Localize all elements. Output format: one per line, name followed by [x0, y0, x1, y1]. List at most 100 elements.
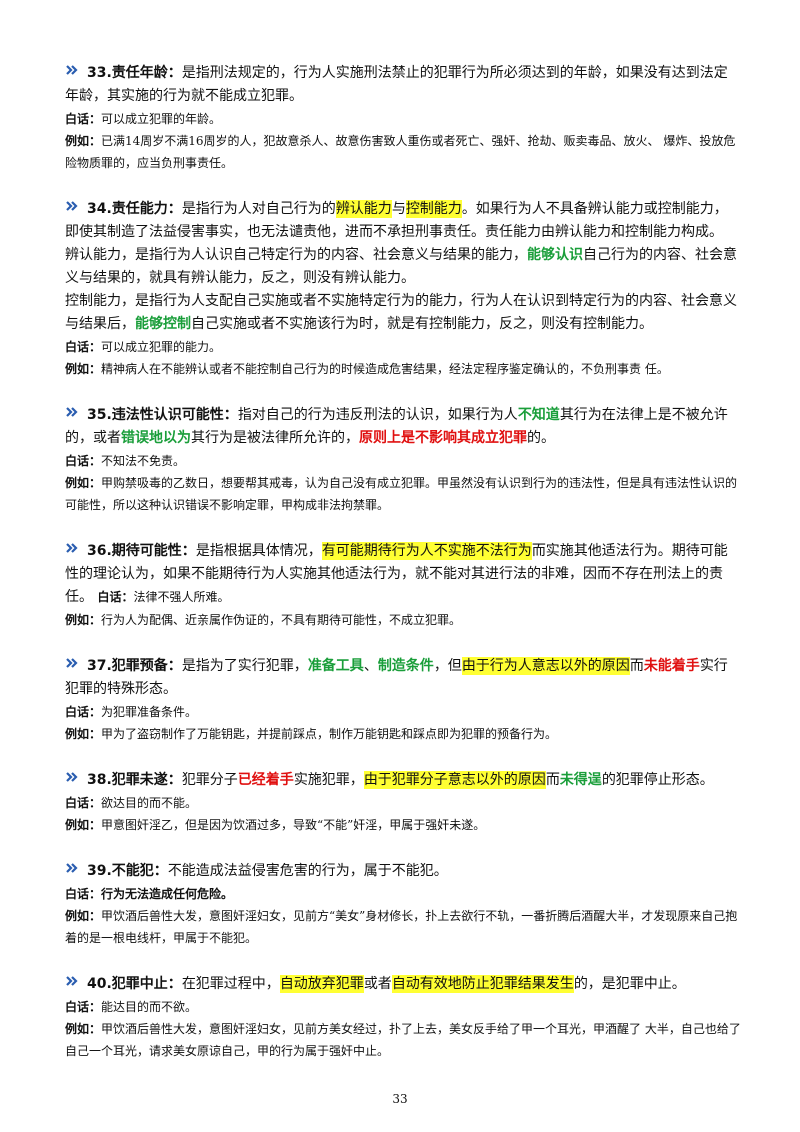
text-run: 例如： [65, 818, 102, 832]
text-run: 白话： [65, 454, 102, 468]
body-paragraph: 38.犯罪未遂：犯罪分子已经着手实施犯罪，由于犯罪分子意志以外的原因而未得逞的犯… [65, 769, 745, 792]
text-run: 甲饮酒后兽性大发，意图奸淫妇女，见前方美女经过，扑了上去，美女反手给了甲一个耳光… [65, 1022, 741, 1058]
text-run: 白话： [65, 887, 102, 901]
text-run: 34.责任能力： [87, 201, 182, 217]
text-run: 。如果行为人不具备辨认能力或控制能力， 即使其制造了法益侵害事实，也无法谴责他，… [65, 201, 728, 240]
text-run: 甲为了盗窃制作了万能钥匙，并提前踩点，制作万能钥匙和踩点即为犯罪的预备行为。 [101, 727, 558, 741]
bullet-icon [66, 863, 78, 873]
body-paragraph: 控制能力，是指行为人支配自己实施或者不实施特定行为的能力，行为人在认识到特定行为… [65, 290, 745, 336]
section: 38.犯罪未遂：犯罪分子已经着手实施犯罪，由于犯罪分子意志以外的原因而未得逞的犯… [65, 769, 745, 836]
text-run: 例如： [65, 727, 102, 741]
text-run: 自己行为的内容、社会意 义与结果的，就具有辨认能力，反之，则没有辨认能力。 [65, 247, 737, 286]
text-run: 自动有效地防止犯罪结果发生 [391, 975, 574, 993]
text-run: 实施犯罪， [293, 772, 364, 788]
text-run: 37.犯罪预备： [87, 658, 182, 674]
text-run: 指对自己的行为违反刑法的认识，如果行为人 [237, 407, 518, 423]
text-run: 在犯罪过程中， [181, 976, 280, 992]
body-paragraph: 34.责任能力：是指行为人对自己行为的辨认能力与控制能力。如果行为人不具备辨认能… [65, 198, 745, 244]
body-paragraph: 36.期待可能性：是指根据具体情况，有可能期待行为人不实施不法行为而实施其他适法… [65, 540, 745, 609]
text-run: 的犯罪停止形态。 [601, 772, 714, 788]
text-run: 白话： [97, 590, 134, 604]
text-run: 、 [363, 658, 378, 674]
note-paragraph: 例如：甲购禁吸毒的乙数日，想要帮其戒毒，认为自己没有成立犯罪。甲虽然没有认识到行… [65, 472, 745, 516]
section: 34.责任能力：是指行为人对自己行为的辨认能力与控制能力。如果行为人不具备辨认能… [65, 198, 745, 380]
text-run: 辨认能力 [335, 200, 392, 218]
text-run: 的，是犯罪中止。 [573, 976, 686, 992]
bullet-icon [66, 543, 78, 553]
body-paragraph: 35.违法性认识可能性：指对自己的行为违反刑法的认识，如果行为人不知道其行为在法… [65, 404, 745, 450]
section: 40.犯罪中止：在犯罪过程中，自动放弃犯罪或者自动有效地防止犯罪结果发生的，是犯… [65, 973, 745, 1062]
text-run: 是指行为人对自己行为的 [181, 201, 336, 217]
note-paragraph: 白话：可以成立犯罪的能力。 [65, 336, 745, 358]
text-run: ，但 [433, 658, 462, 674]
note-paragraph: 例如：已满14周岁不满16周岁的人，犯故意杀人、故意伤害致人重伤或者死亡、强奸、… [65, 130, 745, 174]
text-run: 能够认识 [527, 247, 583, 263]
text-run: 自动放弃犯罪 [279, 975, 364, 993]
text-run: 与 [391, 201, 406, 217]
text-run: 由于行为人意志以外的原因 [461, 657, 630, 675]
text-run: 例如： [65, 476, 102, 490]
body-paragraph: 辨认能力，是指行为人认识自己特定行为的内容、社会意义与结果的能力，能够认识自己行… [65, 244, 745, 290]
text-run: 错误地以为 [121, 430, 191, 446]
text-run: 而实施其他适法行为。期待可能 性的理论认为，如果不能期待行为人实施其他适法行为，… [65, 543, 728, 605]
text-run: 其行为是被法律所允许的， [191, 430, 359, 446]
note-paragraph: 例如：甲意图奸淫乙，但是因为饮酒过多，导致“不能”奸淫，甲属于强奸未遂。 [65, 814, 745, 836]
text-run: 甲意图奸淫乙，但是因为饮酒过多，导致“不能”奸淫，甲属于强奸未遂。 [101, 818, 486, 832]
body-paragraph: 39.不能犯：不能造成法益侵害危害的行为，属于不能犯。 [65, 860, 745, 883]
text-run: 例如： [65, 613, 102, 627]
text-run: 而 [545, 772, 560, 788]
section: 37.犯罪预备：是指为了实行犯罪，准备工具、制造条件，但由于行为人意志以外的原因… [65, 655, 745, 745]
text-run: 自己实施或者不实施该行为时，就是有控制能力，反之，则没有控制能力。 [191, 316, 653, 332]
text-run: 制造条件 [377, 658, 434, 674]
text-run: 为犯罪准备条件。 [101, 705, 198, 719]
text-run: 例如： [65, 1022, 102, 1036]
text-run: 不知道 [517, 407, 560, 423]
bullet-icon [66, 65, 78, 75]
text-run: 甲饮酒后兽性大发，意图奸淫妇女，见前方“美女”身材修长，扑上去欲行不轨，一番折腾… [65, 909, 738, 945]
text-run: 甲购禁吸毒的乙数日，想要帮其戒毒，认为自己没有成立犯罪。甲虽然没有认识到行为的违… [65, 476, 738, 512]
note-paragraph: 例如：行为人为配偶、近亲属作伪证的，不具有期待可能性，不成立犯罪。 [65, 609, 745, 631]
text-run: 原则上是不影响其成立犯罪 [359, 430, 527, 446]
text-run: 犯罪分子 [181, 772, 238, 788]
note-paragraph: 例如：精神病人在不能辨认或者不能控制自己行为的时候造成危害结果，经法定程序鉴定确… [65, 358, 745, 380]
text-run: 例如： [65, 909, 102, 923]
text-run: 有可能期待行为人不实施不法行为 [321, 542, 532, 560]
note-paragraph: 例如：甲为了盗窃制作了万能钥匙，并提前踩点，制作万能钥匙和踩点即为犯罪的预备行为… [65, 723, 745, 745]
text-run: 能达目的而不欲。 [101, 1000, 198, 1014]
text-run: 控制能力，是指行为人支配自己实施或者不实施特定行为的能力，行为人在认识到特定行为… [65, 293, 737, 332]
text-run: 例如： [65, 134, 102, 148]
text-run: 法律不强人所难。 [133, 590, 230, 604]
text-run: 其行为在法律上是不被允许 的，或者 [65, 407, 728, 446]
text-run: 辨认能力，是指行为人认识自己特定行为的内容、社会意义与结果的能力， [65, 247, 527, 263]
text-run: 是指根据具体情况， [195, 543, 322, 559]
text-run: 白话： [65, 705, 102, 719]
text-run: 的。 [527, 430, 555, 446]
text-run: 白话： [65, 112, 102, 126]
body-paragraph: 40.犯罪中止：在犯罪过程中，自动放弃犯罪或者自动有效地防止犯罪结果发生的，是犯… [65, 973, 745, 996]
note-paragraph: 白话：可以成立犯罪的年龄。 [65, 108, 745, 130]
text-run: 实行 犯罪的特殊形态。 [65, 658, 728, 697]
text-run: 可以成立犯罪的能力。 [101, 340, 222, 354]
text-run: 而 [629, 658, 644, 674]
page-number: 33 [392, 1092, 408, 1106]
text-run: 不知法不免责。 [101, 454, 186, 468]
note-paragraph: 例如：甲饮酒后兽性大发，意图奸淫妇女，见前方美女经过，扑了上去，美女反手给了甲一… [65, 1018, 745, 1062]
bullet-icon [66, 658, 78, 668]
text-run: 已经着手 [237, 772, 294, 788]
text-run: 控制能力 [405, 200, 462, 218]
text-run: 白话： [65, 1000, 102, 1014]
text-run: 欲达目的而不能。 [101, 796, 198, 810]
text-run: 已满14周岁不满16周岁的人，犯故意杀人、故意伤害致人重伤或者死亡、强奸、抢劫、… [65, 134, 736, 170]
text-run: 33.责任年龄： [87, 65, 182, 81]
text-run: 由于犯罪分子意志以外的原因 [363, 771, 546, 789]
text-run: 白话： [65, 796, 102, 810]
text-run: 例如： [65, 362, 102, 376]
note-paragraph: 白话：为犯罪准备条件。 [65, 701, 745, 723]
text-run: 白话： [65, 340, 102, 354]
text-run: 能够控制 [135, 316, 191, 332]
text-run: 38.犯罪未遂： [87, 772, 182, 788]
content: 33.责任年龄：是指刑法规定的，行为人实施刑法禁止的犯罪行为所必须达到的年龄，如… [65, 62, 745, 1086]
text-run: 或者 [363, 976, 392, 992]
note-paragraph: 白话：不知法不免责。 [65, 450, 745, 472]
section: 36.期待可能性：是指根据具体情况，有可能期待行为人不实施不法行为而实施其他适法… [65, 540, 745, 631]
